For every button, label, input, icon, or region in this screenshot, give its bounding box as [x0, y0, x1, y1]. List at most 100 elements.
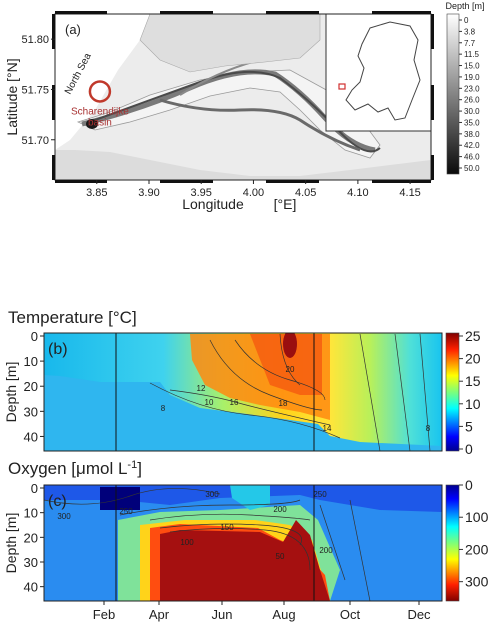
site-marker-circle [88, 80, 112, 103]
land-south [55, 150, 431, 180]
site-label-line1: Scharendijke [71, 106, 129, 117]
oxygen-x-tick-label: Dec [407, 607, 431, 622]
oxygen-x-ticks: Feb Apr Jun Aug Oct Dec [93, 601, 431, 622]
oxygen-anoxic-core [160, 520, 330, 601]
temp-contour-label: 18 [279, 399, 288, 408]
temp-cb-tick-label: 25 [465, 328, 481, 344]
oxygen-contour-label: 150 [220, 523, 234, 532]
depth-tick-label: 30.0 [464, 107, 480, 116]
temp-y-tick-label: 0 [31, 329, 38, 344]
temp-contour-label: 16 [230, 398, 239, 407]
oxygen-contour-label: 250 [119, 507, 133, 516]
temp-ylabel: Depth [m] [3, 362, 19, 423]
map-x-tick-label: 3.95 [191, 187, 212, 199]
temp-cb-tick-label: 10 [465, 396, 481, 412]
map-x-ticks: 3.85 3.90 3.95 4.00 4.05 4.10 4.15 [86, 180, 421, 199]
depth-tick-label: 46.0 [464, 153, 480, 162]
site-label-line2: basin [88, 117, 112, 128]
inset-locator-box [338, 83, 346, 90]
map-border-ticks [52, 11, 434, 183]
depth-colorbar-title: Depth [m] [445, 1, 484, 11]
oxygen-x-tick-label: Feb [93, 607, 115, 622]
oxygen-cb-tick-label: 0 [465, 477, 473, 493]
depth-tick-label: 15.0 [464, 62, 480, 71]
inset-frame [325, 13, 432, 132]
oxygen-cb-tick-label: 200 [465, 541, 489, 557]
temp-cb-tick-label: 20 [465, 351, 481, 367]
depth-tick-label: 26.0 [464, 96, 480, 105]
oxygen-surface-max [100, 487, 140, 510]
depth-tick-label: 23.0 [464, 84, 480, 93]
temp-y-tick-label: 20 [24, 379, 38, 394]
inset-map [325, 13, 432, 132]
oxygen-x-tick-label: Aug [272, 607, 295, 622]
oxygen-contour-label: 300 [57, 512, 71, 521]
map-y-ticks: 51.80 51.75 51.70 [21, 34, 55, 147]
depth-tick-label: 50.0 [464, 164, 480, 173]
oxygen-y-tick-label: 10 [24, 506, 38, 521]
depth-tick-label: 0 [464, 16, 469, 25]
map-xlabel-unit: [°E] [274, 196, 297, 212]
oxygen-y-ticks: 0 10 20 30 40 [24, 481, 44, 595]
temp-contour-labels: 12 10 8 16 18 20 14 8 [161, 365, 431, 433]
oxygen-contour-label: 250 [313, 490, 327, 499]
panel-c-label: (c) [48, 493, 67, 510]
depth-tick-label: 38.0 [464, 130, 480, 139]
temp-colorbar-ticks: 25 20 15 10 5 0 [459, 328, 481, 457]
oxygen-contour-labels: 300 300 250 250 200 200 150 100 50 [57, 490, 333, 561]
temp-cb-tick-label: 0 [465, 441, 473, 457]
oxygen-y-tick-label: 20 [24, 530, 38, 545]
map-y-tick-label: 51.75 [21, 84, 49, 96]
temp-colorbar [445, 332, 460, 452]
temp-contour-label: 20 [286, 365, 295, 374]
map-xlabel: Longitude [182, 196, 244, 212]
temp-y-ticks: 0 10 20 30 40 [24, 329, 44, 444]
depth-tick-label: 11.5 [464, 50, 480, 59]
oxygen-plot-frame [43, 484, 443, 602]
oxygen-contour-label: 100 [180, 538, 194, 547]
oxygen-contours [44, 488, 371, 601]
temp-deep-layer [44, 375, 442, 451]
depth-tick-label: 7.7 [464, 39, 476, 48]
map-ylabel: Latitude [°N] [4, 58, 20, 135]
land-north [139, 14, 321, 73]
temp-y-tick-label: 30 [24, 404, 38, 419]
temp-contour-label: 8 [161, 404, 166, 413]
map-x-tick-label: 4.05 [295, 187, 316, 199]
map-x-tick-label: 4.15 [399, 187, 420, 199]
oxygen-y-tick-label: 30 [24, 555, 38, 570]
oxygen-y-tick-label: 0 [31, 481, 38, 496]
depth-tick-label: 35.0 [464, 118, 480, 127]
map-y-tick-label: 51.70 [21, 135, 49, 147]
oxygen-surface-low [230, 485, 270, 510]
oxygen-title: Oxygen [μmol L-1] [8, 459, 142, 478]
temp-y-tick-label: 10 [24, 354, 38, 369]
depth-tick-label: 3.8 [464, 27, 476, 36]
oxygen-x-tick-label: Jun [212, 607, 233, 622]
temp-contour-label: 14 [323, 424, 332, 433]
temp-cb-tick-label: 15 [465, 373, 481, 389]
depth-colorbar [446, 13, 460, 175]
oxygen-contour-label: 50 [276, 552, 285, 561]
secondary-channel [159, 98, 361, 152]
oxygen-colorbar [445, 484, 460, 602]
temp-cb-tick-label: 5 [465, 418, 473, 434]
map-x-tick-label: 4.10 [347, 187, 368, 199]
map-x-tick-label: 3.90 [138, 187, 159, 199]
oxygen-colorbar-ticks: 300 200 100 0 [459, 477, 489, 590]
netherlands-outline [345, 21, 421, 121]
temp-contours [149, 333, 431, 451]
map-y-tick-label: 51.80 [21, 34, 49, 46]
oxygen-cb-tick-label: 300 [465, 574, 489, 590]
temp-max-spot [283, 333, 297, 358]
depth-tick-label: 42.0 [464, 141, 480, 150]
oxygen-x-tick-label: Oct [340, 607, 361, 622]
map-x-tick-label: 3.85 [86, 187, 107, 199]
temp-contour-label: 12 [197, 384, 206, 393]
depth-tick-label: 19.0 [464, 73, 480, 82]
panel-a-label: (a) [65, 22, 81, 37]
oxygen-cb-tick-label: 100 [465, 509, 489, 525]
oxygen-x-tick-label: Apr [149, 607, 170, 622]
panel-a-map: (a) North Sea Scharendijke basin 3.85 3.9… [4, 1, 485, 212]
